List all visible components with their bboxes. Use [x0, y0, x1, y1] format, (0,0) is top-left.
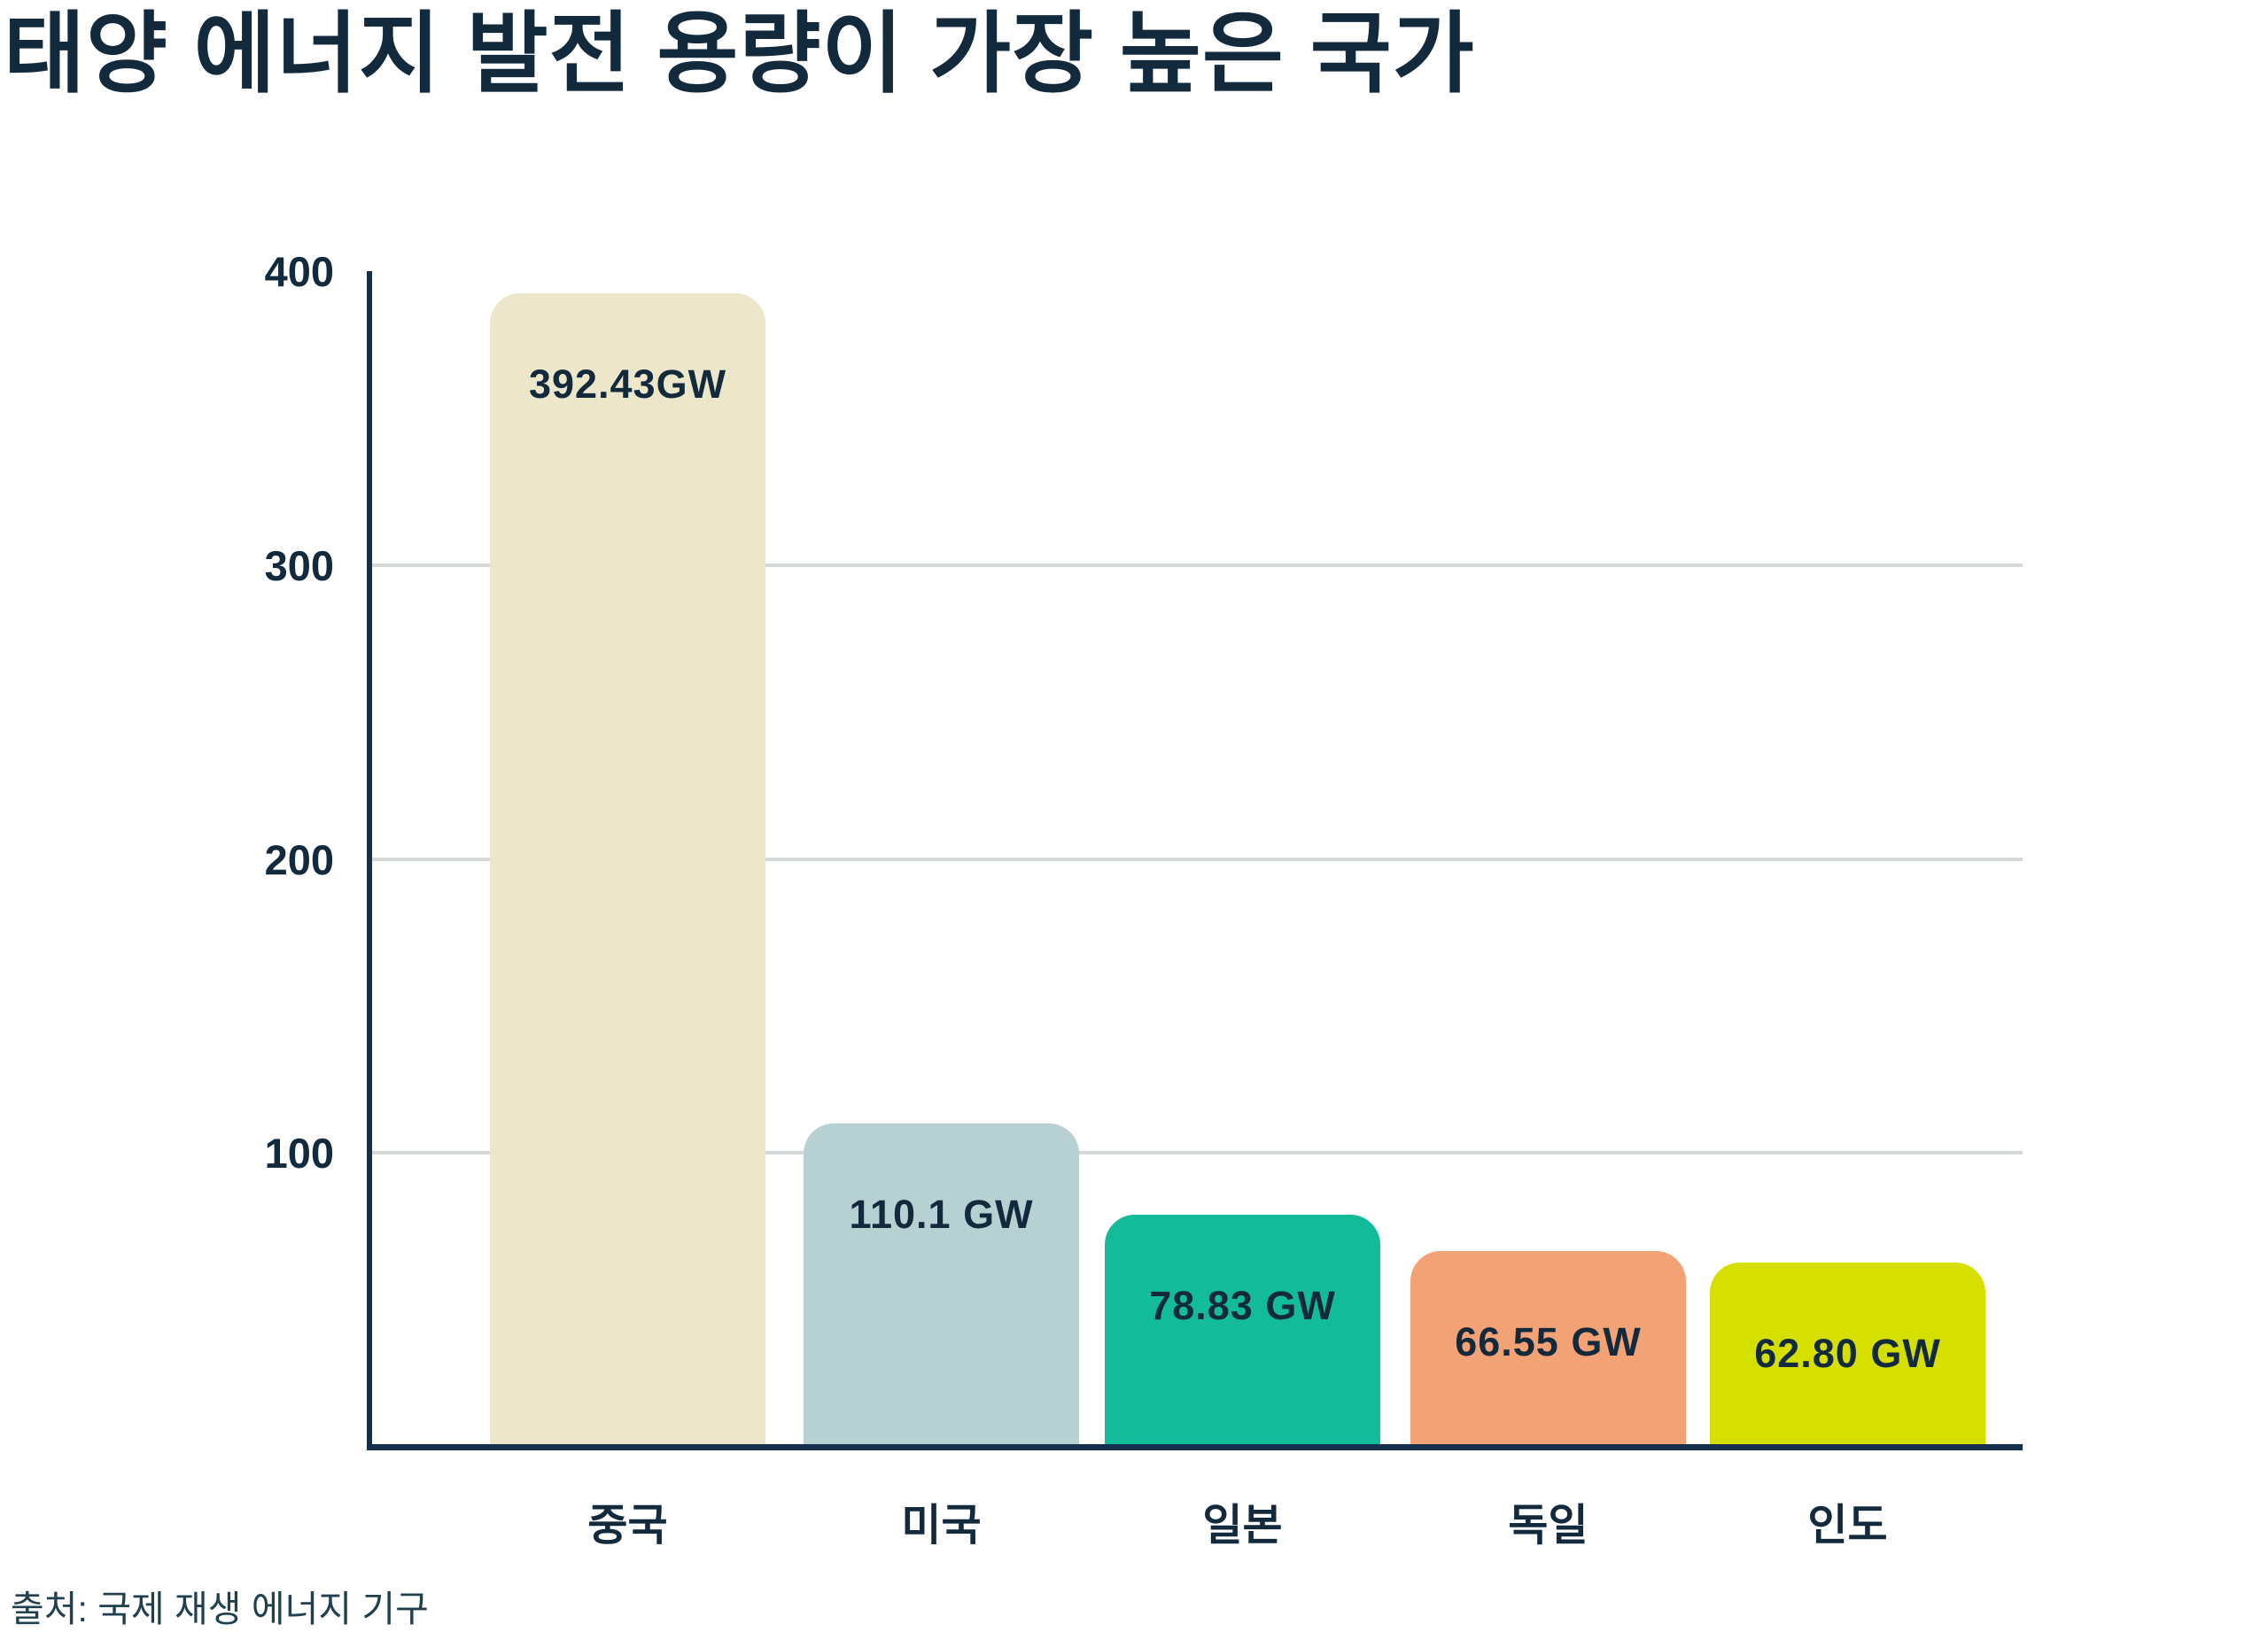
y-axis-tick-label: 300 — [264, 541, 334, 589]
bar-value-label: 66.55 GW — [1455, 1319, 1642, 1365]
bar: 110.1 GW — [804, 1123, 1079, 1447]
x-axis-line — [367, 1444, 2023, 1450]
y-axis-tick-label: 400 — [264, 248, 334, 295]
x-axis-label: 미국 — [901, 1502, 982, 1550]
gridline — [372, 1151, 2023, 1155]
source-note: 출처: 국제 재생 에너지 기구 — [11, 1589, 429, 1629]
y-axis-tick-label: 100 — [264, 1130, 334, 1177]
x-axis-label: 일본 — [1202, 1502, 1283, 1550]
y-axis-tick-label: 200 — [264, 835, 334, 883]
bar-value-label: 78.83 GW — [1149, 1283, 1336, 1329]
x-axis-label: 독일 — [1508, 1502, 1588, 1550]
bar: 62.80 GW — [1710, 1262, 1985, 1447]
y-axis-line — [367, 271, 372, 1450]
bar: 78.83 GW — [1105, 1215, 1380, 1447]
gridline — [372, 563, 2023, 567]
x-axis-label: 중국 — [587, 1502, 668, 1550]
bar-value-label: 62.80 GW — [1754, 1330, 1941, 1376]
gridline — [372, 857, 2023, 861]
bar: 66.55 GW — [1410, 1251, 1686, 1447]
chart-title: 태양 에너지 발전 용량이 가장 높은 국가 — [4, 4, 1475, 104]
x-axis-label: 인도 — [1807, 1502, 1888, 1550]
bar-value-label: 392.43GW — [528, 361, 727, 408]
bar: 392.43GW — [490, 293, 765, 1447]
bar-value-label: 110.1 GW — [849, 1191, 1034, 1237]
